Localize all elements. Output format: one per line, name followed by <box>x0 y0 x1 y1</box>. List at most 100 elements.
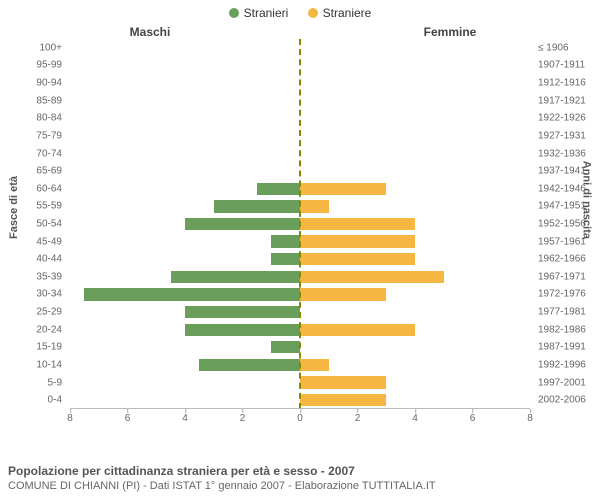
bar-row-male <box>70 391 300 409</box>
y-labels-birth: 2002-20061997-20011992-19961987-19911982… <box>534 39 592 409</box>
y-label-birth: 2002-2006 <box>538 395 592 406</box>
bar-female <box>300 394 386 406</box>
y-label-age: 25-29 <box>8 307 62 318</box>
bar-row-female <box>300 250 530 268</box>
y-label-birth: 1972-1976 <box>538 289 592 300</box>
y-labels-age: 0-45-910-1415-1920-2425-2930-3435-3940-4… <box>8 39 66 409</box>
y-label-age: 65-69 <box>8 166 62 177</box>
bar-row-female <box>300 127 530 145</box>
y-label-birth: 1947-1951 <box>538 201 592 212</box>
y-label-birth: 1952-1956 <box>538 219 592 230</box>
chart-subtitle: COMUNE DI CHIANNI (PI) - Dati ISTAT 1° g… <box>8 479 592 494</box>
bar-row-female <box>300 198 530 216</box>
bar-male <box>171 271 300 283</box>
chart-area: Fasce di età Anni di nascita 0-45-910-14… <box>8 39 592 439</box>
y-label-age: 45-49 <box>8 236 62 247</box>
y-label-age: 10-14 <box>8 359 62 370</box>
y-label-age: 30-34 <box>8 289 62 300</box>
bar-row-female <box>300 162 530 180</box>
x-tick: 2 <box>240 413 246 424</box>
bar-row-female <box>300 233 530 251</box>
bar-row-female <box>300 57 530 75</box>
bar-male <box>199 359 300 371</box>
y-label-age: 70-74 <box>8 148 62 159</box>
bar-row-male <box>70 233 300 251</box>
bar-row-male <box>70 145 300 163</box>
y-label-birth: 1907-1911 <box>538 60 592 71</box>
bar-row-female <box>300 74 530 92</box>
y-label-birth: 1927-1931 <box>538 130 592 141</box>
bar-female <box>300 271 444 283</box>
bar-row-male <box>70 162 300 180</box>
bar-female <box>300 218 415 230</box>
y-label-birth: ≤ 1906 <box>538 42 592 53</box>
y-label-birth: 1997-2001 <box>538 377 592 388</box>
y-label-age: 20-24 <box>8 324 62 335</box>
bar-row-female <box>300 268 530 286</box>
plot-area <box>70 39 530 409</box>
column-header-female: Femmine <box>300 25 600 39</box>
y-label-birth: 1942-1946 <box>538 183 592 194</box>
x-tick: 8 <box>527 413 533 424</box>
bar-female <box>300 288 386 300</box>
bars-female <box>300 39 530 409</box>
y-label-birth: 1982-1986 <box>538 324 592 335</box>
y-label-birth: 1912-1916 <box>538 78 592 89</box>
bar-row-female <box>300 39 530 57</box>
bar-row-male <box>70 74 300 92</box>
y-label-age: 95-99 <box>8 60 62 71</box>
y-label-age: 0-4 <box>8 395 62 406</box>
bar-row-male <box>70 39 300 57</box>
legend-item-female: Straniere <box>308 6 372 20</box>
bar-row-male <box>70 374 300 392</box>
bars-male <box>70 39 300 409</box>
y-label-age: 55-59 <box>8 201 62 212</box>
bar-male <box>257 183 300 195</box>
bar-row-male <box>70 180 300 198</box>
y-label-birth: 1917-1921 <box>538 95 592 106</box>
bar-row-female <box>300 215 530 233</box>
y-label-age: 80-84 <box>8 113 62 124</box>
bar-female <box>300 324 415 336</box>
bar-row-female <box>300 92 530 110</box>
y-label-birth: 1922-1926 <box>538 113 592 124</box>
bar-female <box>300 235 415 247</box>
bar-row-male <box>70 57 300 75</box>
chart-container: Stranieri Straniere Maschi Femmine Fasce… <box>0 0 600 500</box>
bar-female <box>300 200 329 212</box>
y-label-birth: 1992-1996 <box>538 359 592 370</box>
bar-row-female <box>300 356 530 374</box>
legend-item-male: Stranieri <box>229 6 289 20</box>
y-label-age: 60-64 <box>8 183 62 194</box>
bar-row-female <box>300 286 530 304</box>
center-divider <box>299 39 301 409</box>
chart-footer: Popolazione per cittadinanza straniera p… <box>8 463 592 494</box>
bar-male <box>271 253 300 265</box>
bar-female <box>300 376 386 388</box>
bar-row-female <box>300 180 530 198</box>
x-tick: 4 <box>412 413 418 424</box>
y-label-age: 5-9 <box>8 377 62 388</box>
column-header-male: Maschi <box>0 25 300 39</box>
y-label-age: 15-19 <box>8 342 62 353</box>
bar-row-female <box>300 339 530 357</box>
bar-male <box>185 218 300 230</box>
bar-row-female <box>300 145 530 163</box>
legend-swatch-male <box>229 8 239 18</box>
bar-row-female <box>300 109 530 127</box>
bar-row-male <box>70 109 300 127</box>
bar-female <box>300 183 386 195</box>
bar-male <box>84 288 300 300</box>
bar-row-female <box>300 391 530 409</box>
bar-row-male <box>70 250 300 268</box>
y-label-age: 100+ <box>8 42 62 53</box>
bar-male <box>214 200 300 212</box>
chart-title: Popolazione per cittadinanza straniera p… <box>8 463 592 479</box>
bar-row-female <box>300 303 530 321</box>
y-label-birth: 1932-1936 <box>538 148 592 159</box>
bar-male <box>271 235 300 247</box>
y-label-age: 90-94 <box>8 78 62 89</box>
x-tick: 8 <box>67 413 73 424</box>
bar-row-male <box>70 215 300 233</box>
bar-row-male <box>70 303 300 321</box>
